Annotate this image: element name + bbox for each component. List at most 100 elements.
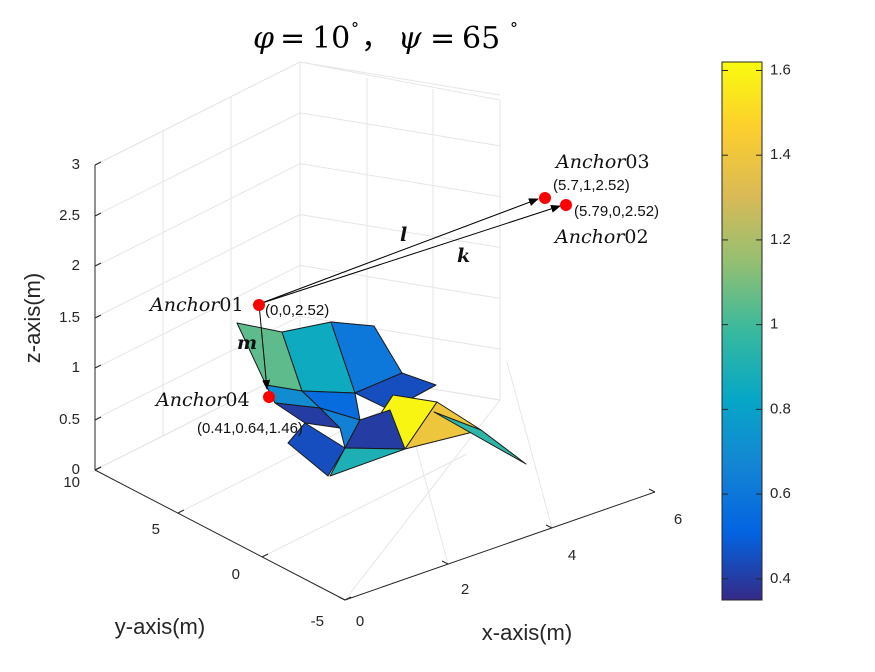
- colorbar-tick-label: 0.4: [770, 570, 791, 587]
- vector-m-arrow: [258, 303, 271, 390]
- gridline: [299, 163, 501, 198]
- chart-title: φ = 10 ° ， ψ = 65 °: [253, 19, 518, 56]
- y-tick-label: 5: [152, 521, 160, 538]
- y-axis-label: y-axis(m): [115, 614, 205, 639]
- z-tick-mark: [94, 262, 102, 267]
- gridline: [261, 453, 468, 558]
- svg-text:Anchor03: Anchor03: [554, 151, 650, 173]
- svg-text:°: °: [510, 19, 518, 38]
- colorbar-tick-label: 1: [770, 316, 778, 333]
- x-tick-mark: [545, 524, 553, 529]
- z-tick-mark: [94, 161, 102, 166]
- x-axis-line: [344, 491, 656, 601]
- gridline: [299, 264, 501, 299]
- anchor03-label: Anchor03 (5.7,1,2.52): [553, 151, 650, 194]
- gridline: [94, 163, 301, 268]
- vector-k-label: k: [457, 245, 470, 267]
- anchor03-marker: [539, 192, 551, 204]
- colorbar-ticks: 0.4 0.6 0.8 1 1.2 1.4 1.6: [722, 61, 791, 587]
- z-tick-label: 0: [72, 461, 80, 478]
- svg-text:φ: φ: [253, 21, 274, 56]
- svg-text:(0,0,2.52): (0,0,2.52): [265, 302, 329, 319]
- x-tick-label: 6: [674, 511, 682, 528]
- surface-plot: [236, 321, 527, 477]
- gridline: [506, 361, 553, 529]
- svg-text:(5.79,0,2.52): (5.79,0,2.52): [574, 203, 659, 220]
- vector-k-arrow: [258, 204, 561, 305]
- anchor02-marker: [560, 199, 572, 211]
- y-tick-mark: [344, 596, 352, 601]
- gridline: [299, 315, 501, 350]
- colorbar-tick-label: 1.2: [770, 231, 791, 248]
- gridline: [94, 61, 301, 166]
- gridlines: [94, 61, 553, 601]
- gridline: [94, 112, 301, 217]
- anchor01-marker: [253, 299, 265, 311]
- anchor04-label: Anchor04 (0.41,0.64,1.46): [154, 389, 303, 437]
- x-tick-label: 4: [568, 547, 576, 564]
- vector-l-arrow: [258, 198, 539, 305]
- tick-marks: [94, 161, 656, 601]
- svg-text:，: ，: [361, 21, 391, 56]
- svg-text:Anchor02: Anchor02: [553, 226, 649, 248]
- anchor02-label: (5.79,0,2.52) Anchor02: [553, 203, 659, 248]
- z-tick-label: 3: [72, 156, 80, 173]
- colorbar: [721, 61, 763, 601]
- z-tick-label: 0.5: [59, 411, 80, 428]
- gridline: [299, 214, 501, 248]
- svg-text:Anchor04: Anchor04: [154, 389, 250, 411]
- y-axis-line: [94, 469, 346, 601]
- colorbar-tick-label: 1.4: [770, 146, 791, 163]
- x-tick-mark: [648, 488, 656, 493]
- svg-text:65: 65: [462, 21, 500, 56]
- svg-text:Anchor01: Anchor01: [148, 294, 244, 316]
- z-axis-label: z-axis(m): [20, 273, 45, 363]
- x-tick-label: 2: [461, 581, 469, 598]
- z-tick-label: 1: [72, 359, 80, 376]
- y-tick-mark: [261, 553, 269, 558]
- z-tick-labels: 0 0.5 1 1.5 2 2.5 3: [59, 156, 80, 478]
- gridline: [299, 61, 501, 96]
- x-tick-label: 0: [356, 613, 364, 630]
- z-tick-mark: [94, 314, 102, 319]
- surface-face: [287, 422, 346, 477]
- svg-text:10: 10: [312, 21, 350, 56]
- svg-text:(5.7,1,2.52): (5.7,1,2.52): [553, 177, 630, 194]
- vectors: [258, 198, 561, 390]
- colorbar-tick-label: 0.6: [770, 485, 791, 502]
- vector-l-label: l: [400, 224, 407, 246]
- y-tick-label: -5: [311, 613, 324, 630]
- gridline: [94, 214, 301, 318]
- x-tick-mark: [441, 560, 449, 565]
- z-tick-mark: [94, 416, 102, 421]
- z-tick-label: 2.5: [59, 207, 80, 224]
- x-tick-labels: 0 2 4 6: [356, 511, 682, 630]
- z-tick-label: 1.5: [59, 309, 80, 326]
- surface-face: [404, 401, 482, 450]
- z-tick-label: 2: [72, 257, 80, 274]
- colorbar-tick-label: 1.6: [770, 61, 791, 78]
- svg-text:(0.41,0.64,1.46): (0.41,0.64,1.46): [197, 420, 303, 437]
- y-tick-mark: [94, 466, 102, 471]
- y-tick-labels: -5 0 5 10: [63, 474, 324, 630]
- surface-face: [354, 372, 437, 411]
- y-tick-label: 10: [63, 474, 80, 491]
- svg-text:°: °: [351, 19, 359, 38]
- x-axis-label: x-axis(m): [482, 620, 572, 645]
- svg-text:=: =: [280, 21, 305, 56]
- z-tick-mark: [94, 364, 102, 369]
- anchor01-label: Anchor01 (0,0,2.52): [148, 294, 329, 319]
- surface-face: [433, 411, 527, 465]
- anchor-points: [253, 192, 572, 403]
- y-tick-label: 0: [232, 566, 240, 583]
- gridline: [94, 264, 301, 369]
- vector-m-label: m: [237, 332, 257, 354]
- anchor04-marker: [263, 391, 275, 403]
- svg-text:ψ: ψ: [398, 21, 422, 56]
- colorbar-tick-label: 0.8: [770, 400, 791, 417]
- z-tick-mark: [94, 212, 102, 217]
- surface-face: [329, 447, 406, 477]
- svg-text:=: =: [430, 21, 455, 56]
